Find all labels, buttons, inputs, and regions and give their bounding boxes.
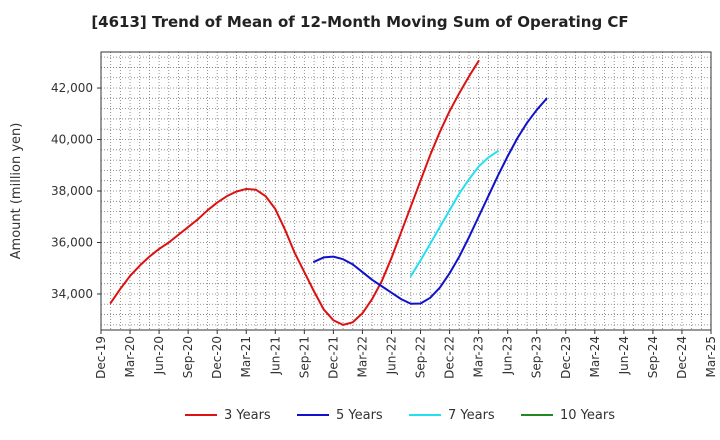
y-tick-label: 38,000: [51, 184, 93, 198]
y-axis-label: Amount (million yen): [9, 123, 24, 260]
y-tick-label: 42,000: [51, 81, 93, 95]
chart-title: [4613] Trend of Mean of 12-Month Moving …: [91, 13, 629, 31]
y-tick-label: 40,000: [51, 133, 93, 147]
x-tick-label: Mar-25: [704, 336, 718, 377]
series-line-5-years: [313, 97, 548, 305]
x-tick-label: Dec-23: [559, 336, 573, 379]
x-tick-label: Mar-23: [472, 336, 486, 377]
legend-label: 5 Years: [336, 408, 383, 423]
x-tick-label: Sep-23: [530, 336, 544, 378]
y-tick-label: 34,000: [51, 287, 93, 301]
x-tick-label: Dec-19: [94, 336, 108, 379]
x-tick-label: Mar-20: [123, 336, 137, 377]
x-tick-label: Jun-20: [152, 336, 166, 375]
x-tick-label: Jun-22: [384, 336, 398, 375]
x-tick-label: Dec-24: [675, 336, 689, 379]
x-tick-label: Jun-24: [617, 336, 631, 375]
y-tick-label: 36,000: [51, 235, 93, 249]
x-tick-label: Mar-21: [239, 336, 253, 377]
x-tick-label: Dec-20: [210, 336, 224, 379]
x-tick-label: Sep-24: [646, 336, 660, 378]
x-tick-label: Sep-21: [297, 336, 311, 378]
x-tick-labels: Dec-19 Mar-20 Jun-20 Sep-20 Dec-20 Mar-21 Jun-…: [94, 330, 718, 379]
x-tick-label: Sep-20: [181, 336, 195, 378]
series-line-3-years: [109, 60, 480, 326]
legend-label: 10 Years: [560, 408, 615, 423]
series-line-7-years: [409, 150, 499, 277]
plot-area-border: [100, 51, 712, 331]
x-tick-label: Jun-23: [501, 336, 515, 375]
x-tick-label: Mar-22: [355, 336, 369, 377]
legend-label: 7 Years: [448, 408, 495, 423]
legend: 3 Years 5 Years 7 Years 10 Years: [185, 408, 615, 423]
x-tick-label: Dec-22: [443, 336, 457, 379]
legend-label: 3 Years: [224, 408, 271, 423]
x-tick-label: Mar-24: [588, 336, 602, 377]
grid: [101, 52, 711, 330]
series-lines: [109, 60, 548, 326]
x-tick-label: Jun-21: [268, 336, 282, 375]
x-tick-label: Sep-22: [414, 336, 428, 378]
y-tick-labels: 34,000 36,000 38,000 40,000 42,000: [51, 81, 101, 301]
x-tick-label: Dec-21: [326, 336, 340, 379]
